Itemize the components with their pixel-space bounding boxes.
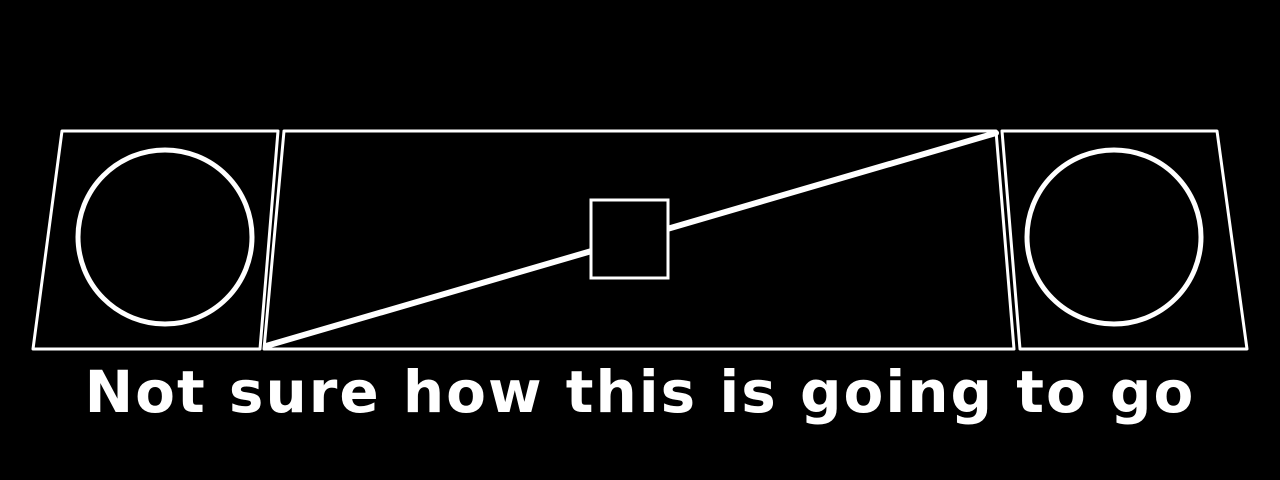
right-panel: [1000, 129, 1249, 351]
right-circle: [1024, 147, 1204, 327]
left-panel: [31, 129, 280, 351]
center-panel: [262, 129, 1016, 351]
left-circle: [75, 147, 255, 327]
caption-text: Not sure how this is going to go: [84, 358, 1196, 426]
center-square: [589, 198, 670, 280]
